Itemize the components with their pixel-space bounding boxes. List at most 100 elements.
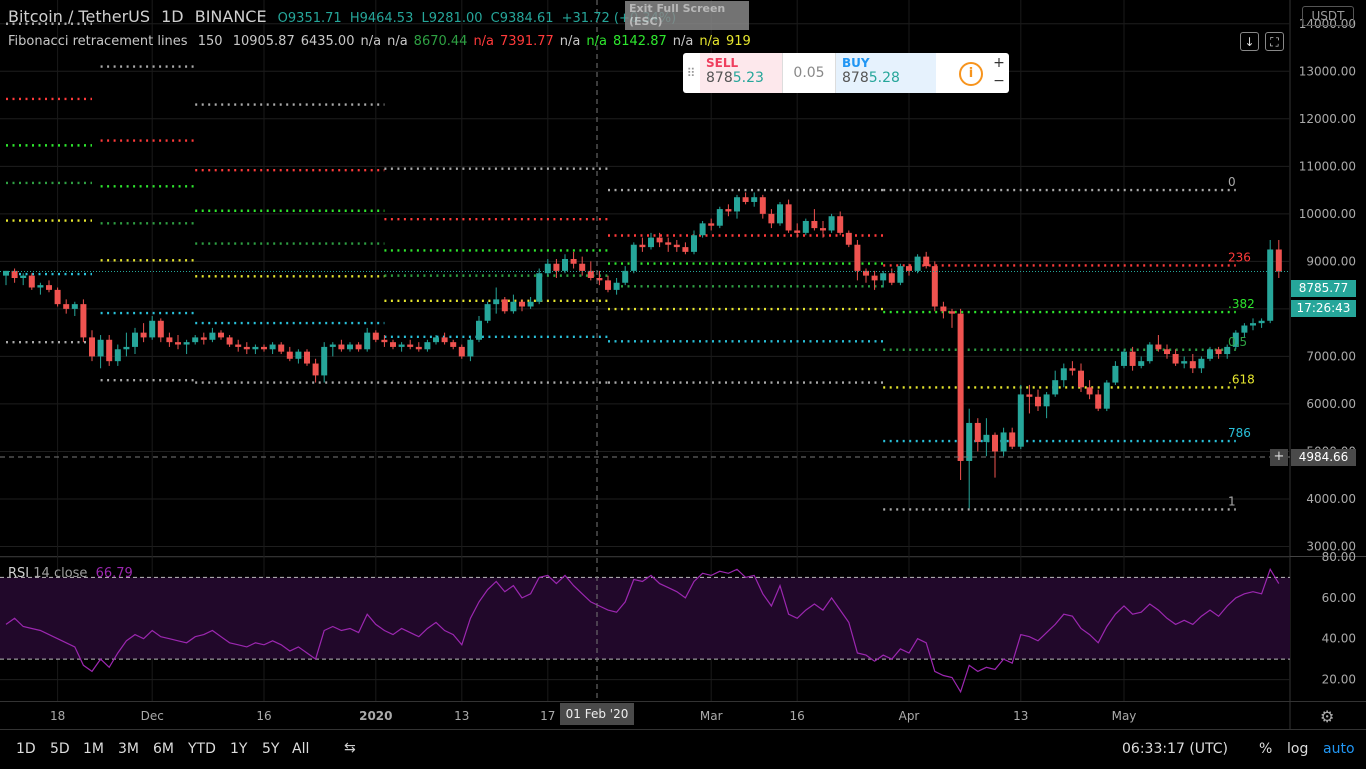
auto-scale-toggle[interactable]: auto (1323, 741, 1355, 757)
time-tick-label: Apr (899, 709, 920, 723)
increase-quantity-button[interactable]: + (993, 55, 1005, 71)
fibonacci-dotted-lines (6, 22, 1236, 511)
candle-body (725, 209, 732, 212)
buy-button[interactable]: BUY 8785.28 (836, 53, 936, 93)
candle-body (20, 275, 27, 278)
settings-gear-icon[interactable]: ⚙ (1320, 707, 1335, 726)
utc-clock[interactable]: 06:33:17 (UTC) (1122, 741, 1229, 757)
candle-body (622, 270, 629, 283)
candle-body (1198, 358, 1205, 369)
candle-body (682, 247, 689, 252)
candle-body (1224, 346, 1231, 355)
candle-body (192, 337, 199, 343)
candle-body (648, 237, 654, 248)
range-6m-button[interactable]: 6M (153, 741, 174, 757)
time-tick-label: 2020 (359, 709, 392, 723)
candle-body (106, 339, 113, 362)
candle-body (140, 332, 147, 338)
candle-body (1138, 361, 1145, 366)
percent-scale-toggle[interactable]: % (1259, 741, 1273, 757)
candle-body (1129, 351, 1136, 366)
add-alert-plus-icon[interactable]: + (1270, 449, 1288, 466)
candle-body (1241, 325, 1248, 333)
info-icon[interactable]: i (959, 62, 983, 86)
candle-body (407, 344, 414, 347)
open-value: O9351.71 (277, 11, 342, 26)
price-tick-label: 3000.00 (1306, 539, 1356, 553)
candle-body (974, 422, 981, 442)
candle-body (957, 313, 964, 461)
candle-body (1189, 361, 1196, 369)
price-tick-label: 12000.00 (1299, 112, 1356, 126)
currency-badge[interactable]: USDT (1302, 6, 1354, 26)
candle-body (1026, 394, 1033, 397)
drag-handle-icon[interactable]: ⠿ (686, 66, 696, 80)
download-arrow-icon[interactable]: ↓ (1240, 32, 1259, 51)
exit-fullscreen-esc: (ESC) (629, 15, 663, 28)
range-ytd-button[interactable]: YTD (188, 741, 216, 757)
symbol-name[interactable]: Bitcoin / TetherUS (8, 7, 151, 26)
fib-level-label: 1 (1228, 494, 1236, 508)
rsi-tick-label: 80.00 (1322, 550, 1356, 564)
candle-body (1043, 394, 1050, 407)
candle-body (501, 299, 508, 312)
candle-body (639, 244, 646, 248)
buy-price-main: 878 (842, 70, 869, 86)
candle-body (450, 342, 457, 347)
price-axis[interactable]: 14000.00 13000.00 12000.00 11000.00 10000.00… (1299, 17, 1356, 687)
decrease-quantity-button[interactable]: − (993, 73, 1005, 89)
candle-body (863, 270, 869, 276)
fib-indicator-length: 150 (197, 34, 223, 49)
exit-fullscreen-tooltip[interactable]: Exit Full Screen (ESC) (625, 1, 749, 30)
candle-body (364, 332, 371, 350)
candle-body (519, 301, 525, 307)
range-all-button[interactable]: All (292, 741, 310, 757)
candle-body (811, 220, 818, 229)
candle-body (1172, 354, 1179, 364)
candle-body (579, 263, 586, 271)
go-to-date-icon[interactable]: ⇆ (344, 740, 356, 756)
quantity-field[interactable]: 0.05 (782, 53, 836, 93)
price-tick-label: 11000.00 (1299, 159, 1356, 173)
range-5y-button[interactable]: 5Y (262, 741, 280, 757)
candle-body (759, 197, 766, 214)
time-tick-label: 16 (790, 709, 805, 723)
rsi-legend[interactable]: RSI 14 close 66.79 (8, 566, 133, 581)
candle-body (467, 339, 474, 357)
candle-body (415, 346, 422, 350)
candle-body (510, 301, 517, 312)
candle-body (983, 434, 990, 442)
last-price-badge: 8785.77 (1291, 280, 1356, 297)
candle-body (424, 342, 431, 350)
candle-body (656, 237, 663, 243)
candle-body (553, 263, 560, 271)
candle-body (802, 220, 809, 233)
fib-indicator-legend[interactable]: Fibonacci retracement lines 150 10905.87… (8, 34, 757, 49)
candle-body (484, 304, 491, 321)
range-1y-button[interactable]: 1Y (230, 741, 248, 757)
candle-body (390, 342, 396, 347)
bottom-toolbar: 1D 5D 1M 3M 6M YTD 1Y 5Y All 06:33:17 (U… (0, 729, 1366, 769)
range-3m-button[interactable]: 3M (118, 741, 139, 757)
chart-canvas[interactable]: 14000.0013000.0012000.0011000.0010000.00… (0, 0, 1366, 729)
range-1d-button[interactable]: 1D (16, 741, 36, 757)
fib-level-label: .618 (1228, 372, 1255, 386)
fib-legend-value: n/a (586, 34, 607, 49)
sell-price-main: 878 (706, 70, 733, 86)
candle-body (570, 258, 577, 264)
sell-button[interactable]: SELL 8785.23 (700, 53, 782, 93)
price-tick-label: 6000.00 (1306, 397, 1356, 411)
candle-body (1112, 365, 1119, 383)
candle-body (261, 346, 267, 350)
candle-body (768, 213, 775, 224)
range-5d-button[interactable]: 5D (50, 741, 70, 757)
symbol-legend[interactable]: Bitcoin / TetherUS 1D BINANCE O9351.71 H… (8, 7, 676, 26)
fullscreen-icon[interactable]: ⛶ (1265, 32, 1284, 51)
range-1m-button[interactable]: 1M (83, 741, 104, 757)
time-axis[interactable]: 18 Dec 16 2020 13 17 Mar 16 Apr 13 May (50, 709, 1136, 723)
price-tick-label: 9000.00 (1306, 254, 1356, 268)
candle-body (1060, 368, 1067, 381)
log-scale-toggle[interactable]: log (1287, 741, 1309, 757)
candle-body (897, 266, 904, 283)
candle-body (54, 289, 61, 305)
